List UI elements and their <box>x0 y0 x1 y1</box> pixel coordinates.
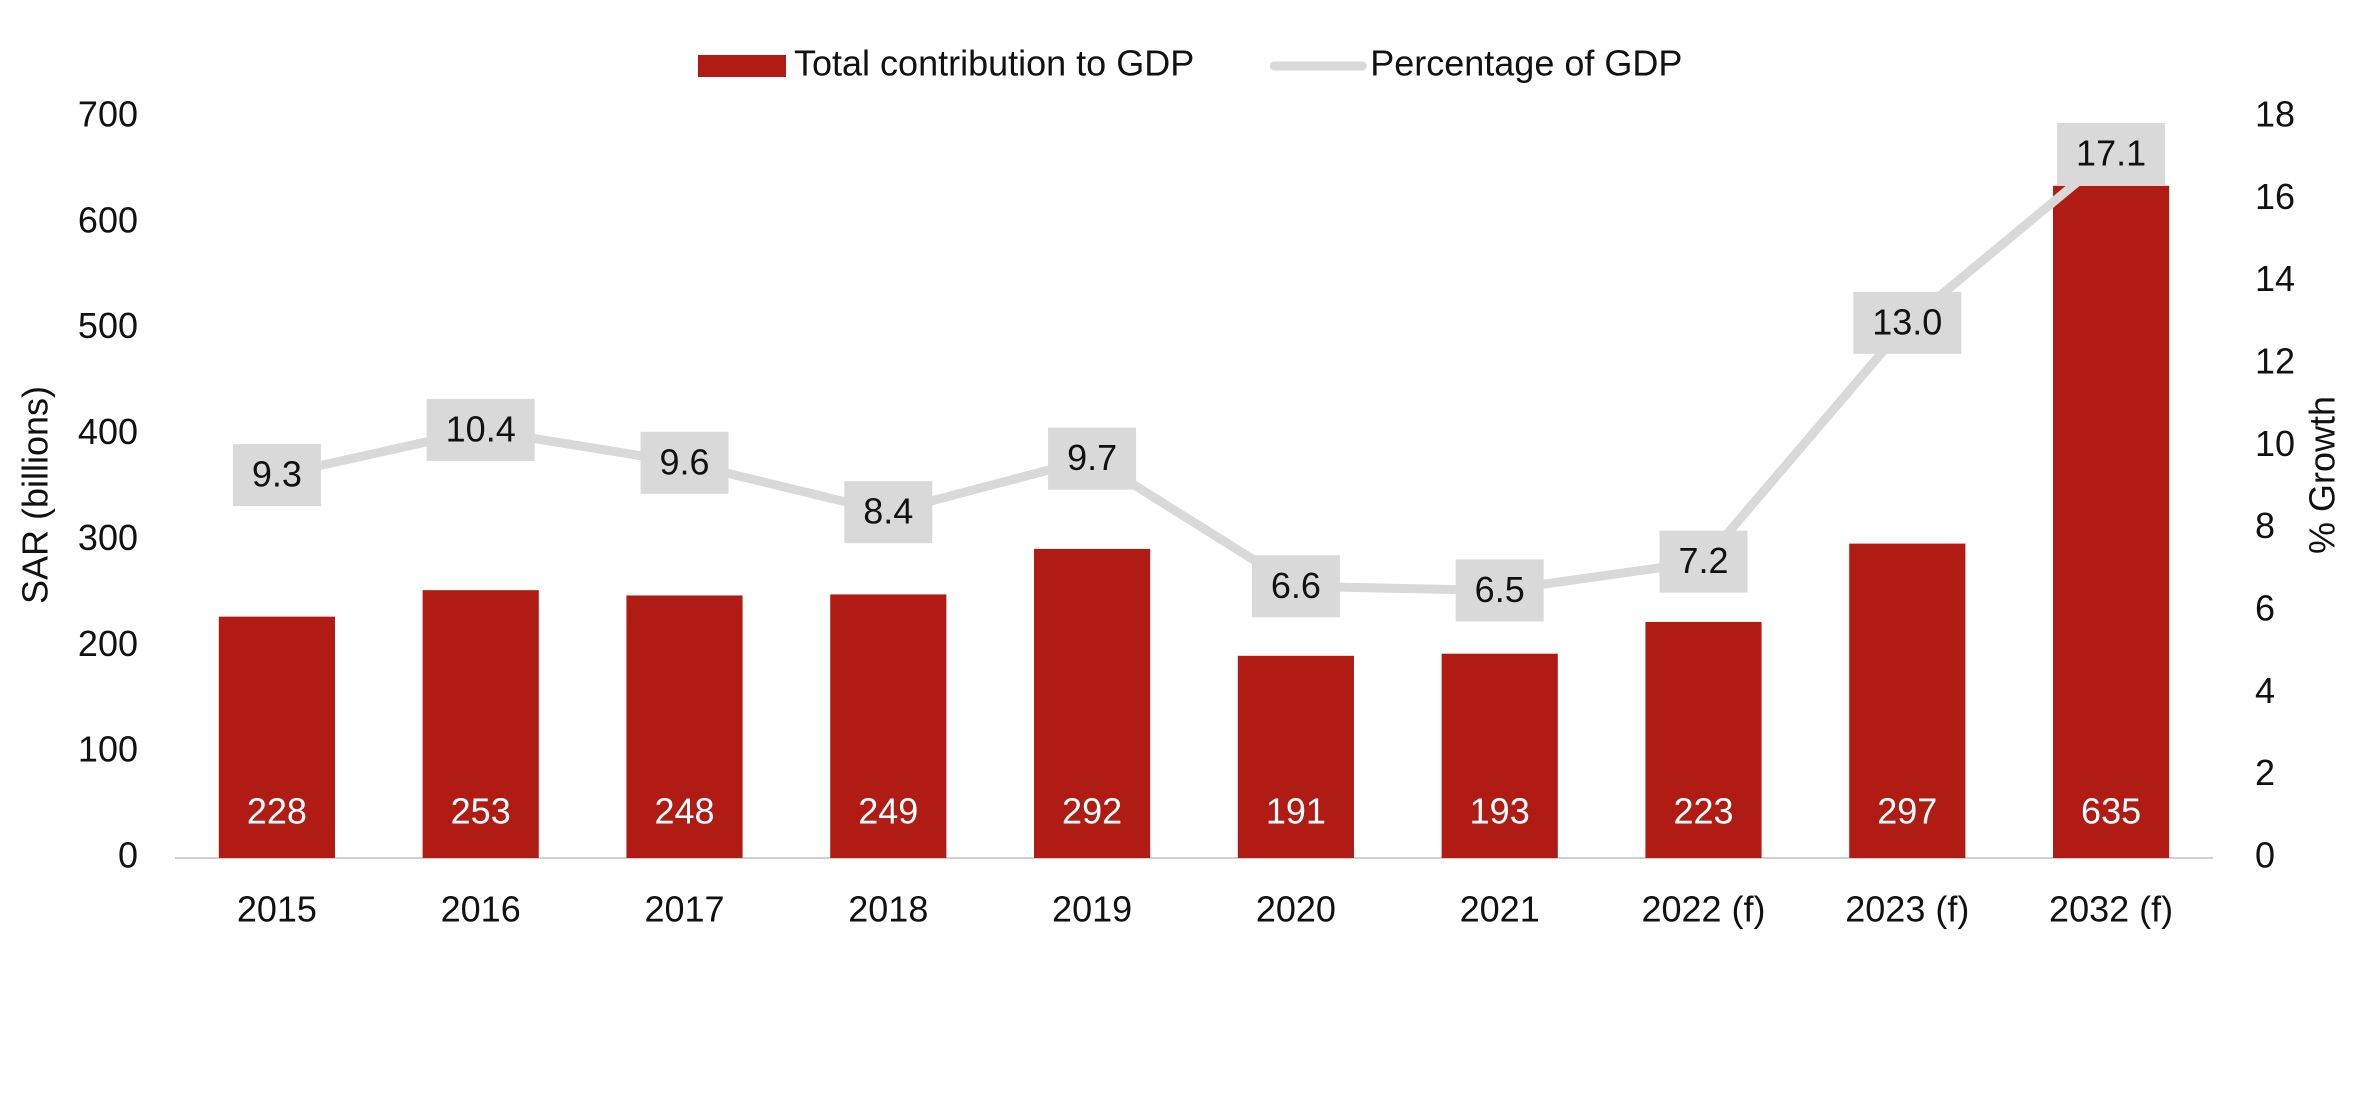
y-tick-label: 400 <box>78 411 138 452</box>
x-tick-label: 2022 (f) <box>1641 889 1765 930</box>
y2-tick-label: 16 <box>2255 176 2295 217</box>
label-box <box>1455 559 1544 622</box>
line-value-label: 7.2 <box>1678 540 1728 581</box>
bar-value-label: 635 <box>2081 791 2141 832</box>
line-value-label: 10.4 <box>446 408 516 449</box>
bar-value-label: 253 <box>451 791 511 832</box>
x-tick-label: 2020 <box>1256 889 1336 930</box>
bar <box>422 590 539 858</box>
line-value-label: 9.7 <box>1067 437 1117 478</box>
y-tick-label: 200 <box>78 623 138 664</box>
legend-swatch <box>698 55 786 77</box>
label-box <box>640 431 729 494</box>
bar <box>1237 655 1354 858</box>
bar <box>830 594 947 858</box>
bar <box>1849 543 1966 858</box>
legend-label: Percentage of GDP <box>1370 43 1682 84</box>
line-value-label: 17.1 <box>2076 133 2146 174</box>
x-tick-label: 2016 <box>441 889 521 930</box>
label-box <box>426 398 535 461</box>
y2-tick-label: 2 <box>2255 752 2275 793</box>
line-value-label: 8.4 <box>863 491 913 532</box>
bar <box>1034 548 1151 858</box>
bar <box>218 616 335 858</box>
y-tick-label: 700 <box>78 94 138 135</box>
legend-label: Total contribution to GDP <box>794 43 1194 84</box>
y2-tick-label: 8 <box>2255 505 2275 546</box>
x-tick-label: 2032 (f) <box>2049 889 2173 930</box>
label-box <box>2057 123 2166 186</box>
bar <box>626 595 743 858</box>
y-tick-label: 600 <box>78 199 138 240</box>
bar-value-label: 223 <box>1673 791 1733 832</box>
y2-axis-title: % Growth <box>2302 396 2343 554</box>
y-axis-title: SAR (billions) <box>15 386 56 604</box>
bar <box>1441 653 1558 858</box>
y2-tick-label: 10 <box>2255 423 2295 464</box>
bar-value-label: 249 <box>858 791 918 832</box>
label-box <box>1853 291 1962 354</box>
line-value-label: 9.6 <box>659 441 709 482</box>
label-box <box>1251 555 1340 618</box>
label-box <box>844 481 933 544</box>
bar <box>2053 185 2170 859</box>
y-tick-label: 500 <box>78 305 138 346</box>
y-tick-label: 100 <box>78 729 138 770</box>
y2-tick-label: 18 <box>2255 94 2295 135</box>
label-box <box>1659 530 1748 593</box>
x-tick-label: 2023 (f) <box>1845 889 1969 930</box>
label-box <box>1048 427 1137 490</box>
x-tick-label: 2019 <box>1052 889 1132 930</box>
line-value-label: 9.3 <box>252 454 302 495</box>
y2-tick-label: 0 <box>2255 835 2275 876</box>
y2-tick-label: 12 <box>2255 341 2295 382</box>
x-tick-label: 2018 <box>848 889 928 930</box>
bar-value-label: 292 <box>1062 791 1122 832</box>
y-tick-label: 300 <box>78 517 138 558</box>
label-box <box>232 444 321 507</box>
line-value-label: 6.5 <box>1475 569 1525 610</box>
line <box>275 150 2114 595</box>
bar-value-label: 248 <box>654 791 714 832</box>
x-tick-label: 2021 <box>1460 889 1540 930</box>
x-tick-label: 2017 <box>644 889 724 930</box>
line-value-label: 13.0 <box>1872 301 1942 342</box>
y2-tick-label: 14 <box>2255 258 2295 299</box>
y-tick-label: 0 <box>118 835 138 876</box>
bar-value-label: 228 <box>247 791 307 832</box>
y2-tick-label: 4 <box>2255 670 2275 711</box>
x-tick-label: 2015 <box>237 889 317 930</box>
line-value-label: 6.6 <box>1271 565 1321 606</box>
bar <box>1645 621 1762 858</box>
bar-value-label: 193 <box>1470 791 1530 832</box>
bar-value-label: 191 <box>1266 791 1326 832</box>
bar-value-label: 297 <box>1877 791 1937 832</box>
y2-tick-label: 6 <box>2255 588 2275 629</box>
